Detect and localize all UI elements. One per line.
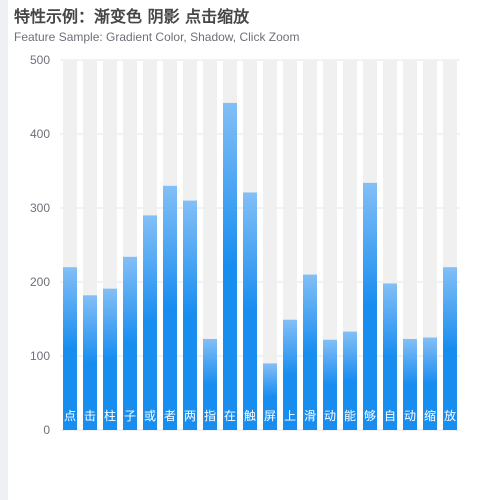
bar-11[interactable] xyxy=(283,319,297,430)
bar-labels: 点击柱子或者两指在触屏上滑动能够自动缩放 xyxy=(64,408,456,423)
y-tick-label: 400 xyxy=(30,127,50,141)
bar-8[interactable] xyxy=(223,102,237,431)
category-label: 屏 xyxy=(264,409,276,423)
bar-shadow xyxy=(323,60,337,430)
bar-7[interactable] xyxy=(203,338,217,430)
bar-shadow xyxy=(203,60,217,430)
category-label: 或 xyxy=(144,409,156,423)
bar-1[interactable] xyxy=(83,295,97,430)
bar-15[interactable] xyxy=(363,182,377,430)
bar-16[interactable] xyxy=(383,283,397,430)
bar-3[interactable] xyxy=(123,256,137,430)
bar-6[interactable] xyxy=(183,200,197,430)
y-tick-label: 300 xyxy=(30,201,50,215)
category-label: 触 xyxy=(244,409,256,423)
category-label: 动 xyxy=(324,409,336,423)
category-label: 能 xyxy=(344,409,356,423)
category-label: 两 xyxy=(184,409,196,423)
bar-14[interactable] xyxy=(343,331,357,430)
y-tick-label: 500 xyxy=(30,53,50,67)
category-label: 放 xyxy=(444,408,456,423)
y-tick-label: 200 xyxy=(30,275,50,289)
bar-shadow xyxy=(403,60,417,430)
bar-2[interactable] xyxy=(103,288,117,430)
category-label: 自 xyxy=(384,409,396,423)
bar-shadows xyxy=(63,60,457,430)
category-label: 缩 xyxy=(424,408,436,423)
category-label: 击 xyxy=(84,409,96,423)
category-label: 滑 xyxy=(304,409,316,423)
chart-title: 特性示例：渐变色 阴影 点击缩放 xyxy=(14,7,250,26)
category-label: 在 xyxy=(224,409,236,423)
category-label: 动 xyxy=(404,409,416,423)
bar-13[interactable] xyxy=(323,339,337,430)
bar-19[interactable] xyxy=(443,267,457,430)
grid-lines xyxy=(60,59,460,431)
left-edge-strip xyxy=(0,0,8,500)
bar-12[interactable] xyxy=(303,274,317,430)
bar-10[interactable] xyxy=(263,363,277,430)
category-label: 够 xyxy=(364,409,376,423)
bar-0[interactable] xyxy=(63,267,77,430)
bar-18[interactable] xyxy=(423,337,437,431)
bar-shadow xyxy=(263,60,277,430)
y-tick-label: 100 xyxy=(30,349,50,363)
category-label: 上 xyxy=(284,409,296,423)
chart-subtitle: Feature Sample: Gradient Color, Shadow, … xyxy=(14,30,300,44)
y-tick-label: 0 xyxy=(43,423,50,437)
bar-17[interactable] xyxy=(403,338,417,430)
category-label: 点 xyxy=(64,409,76,423)
category-label: 者 xyxy=(164,409,176,423)
category-label: 子 xyxy=(124,409,136,423)
y-axis: 0 100 200 300 400 500 xyxy=(30,53,50,437)
category-label: 柱 xyxy=(104,408,116,423)
bar-9[interactable] xyxy=(243,192,257,430)
bar-4[interactable] xyxy=(143,215,157,430)
category-label: 指 xyxy=(204,408,216,423)
bar-5[interactable] xyxy=(163,185,177,430)
bars xyxy=(63,102,457,431)
